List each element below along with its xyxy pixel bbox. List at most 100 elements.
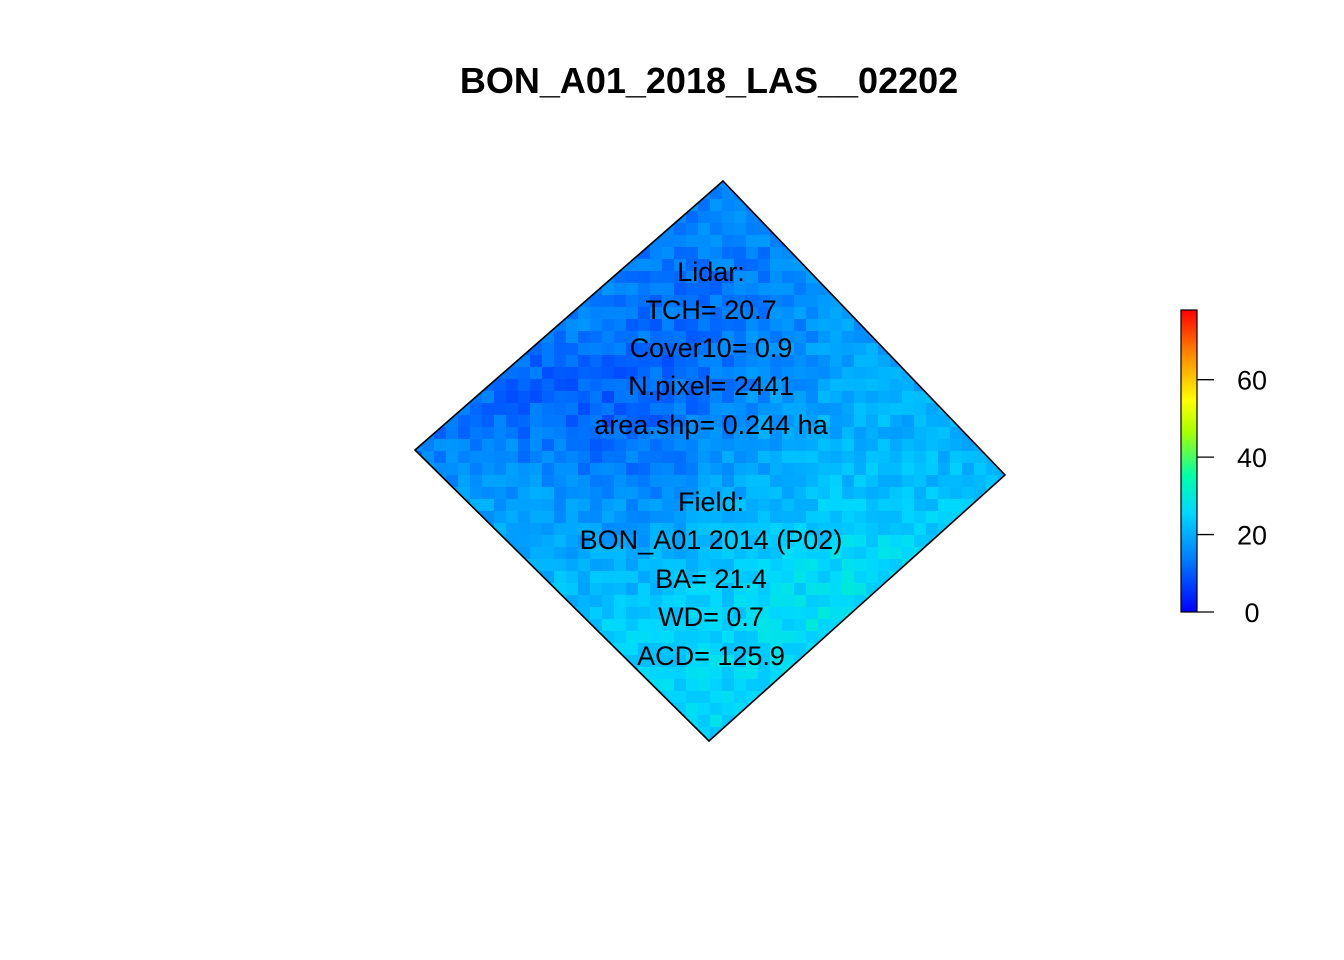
raster-cell (974, 391, 987, 404)
raster-cell (602, 259, 615, 272)
raster-cell (746, 463, 759, 476)
raster-cell (734, 655, 747, 668)
raster-cell (926, 271, 939, 284)
raster-cell (518, 595, 531, 608)
raster-cell (686, 259, 699, 272)
raster-cell (782, 319, 795, 332)
raster-cell (866, 487, 879, 500)
raster-cell (626, 631, 639, 644)
raster-cell (866, 547, 879, 560)
raster-cell (710, 415, 723, 428)
raster-cell (998, 571, 1005, 584)
raster-cell (806, 235, 819, 248)
raster-cell (578, 487, 591, 500)
raster-cell (890, 643, 903, 656)
lidar-heading: Lidar: (677, 257, 745, 287)
raster-cell (614, 211, 627, 224)
raster-cell (602, 703, 615, 716)
raster-cell (734, 439, 747, 452)
raster-cell (494, 643, 507, 656)
raster-cell (806, 571, 819, 584)
raster-cell (782, 475, 795, 488)
raster-cell (638, 727, 651, 740)
raster-cell (470, 259, 483, 272)
raster-cell (770, 511, 783, 524)
raster-cell (518, 247, 531, 260)
raster-cell (758, 667, 771, 680)
raster-cell (494, 619, 507, 632)
raster-cell (530, 259, 543, 272)
raster-cell (638, 583, 651, 596)
raster-cell (446, 427, 459, 440)
raster-cell (566, 187, 579, 200)
raster-cell (914, 547, 927, 560)
raster-cell (854, 655, 867, 668)
raster-cell (722, 307, 735, 320)
raster-cell (578, 439, 591, 452)
raster-cell (806, 631, 819, 644)
legend-tick-label: 40 (1237, 443, 1267, 473)
raster-cell (415, 403, 423, 416)
raster-cell (842, 379, 855, 392)
raster-cell (554, 283, 567, 296)
raster-cell (902, 247, 915, 260)
raster-cell (554, 367, 567, 380)
raster-cell (746, 235, 759, 248)
raster-cell (806, 427, 819, 440)
raster-cell (758, 727, 771, 740)
raster-cell (806, 703, 819, 716)
raster-cell (746, 187, 759, 200)
raster-cell (674, 511, 687, 524)
raster-cell (950, 619, 963, 632)
raster-cell (650, 595, 663, 608)
raster-cell (962, 547, 975, 560)
raster-cell (890, 271, 903, 284)
raster-cell (878, 667, 891, 680)
raster-cell (602, 391, 615, 404)
raster-cell (518, 307, 531, 320)
raster-cell (782, 679, 795, 692)
raster-cell (566, 379, 579, 392)
raster-cell (974, 415, 987, 428)
raster-cell (614, 295, 627, 308)
raster-cell (638, 475, 651, 488)
raster-cell (974, 403, 987, 416)
raster-cell (770, 259, 783, 272)
raster-cell (518, 619, 531, 632)
raster-cell (482, 607, 495, 620)
raster-cell (890, 319, 903, 332)
raster-cell (470, 607, 483, 620)
raster-cell (722, 703, 735, 716)
raster-cell (590, 715, 603, 728)
raster-cell (458, 259, 471, 272)
raster-cell (415, 307, 423, 320)
raster-cell (854, 439, 867, 452)
raster-cell (686, 607, 699, 620)
raster-cell (470, 535, 483, 548)
raster-cell (878, 619, 891, 632)
raster-cell (415, 739, 423, 741)
raster-cell (434, 391, 447, 404)
raster-cell (878, 295, 891, 308)
raster-cell (722, 727, 735, 740)
raster-cell (878, 259, 891, 272)
raster-cell (794, 427, 807, 440)
raster-cell (890, 295, 903, 308)
raster-cell (542, 667, 555, 680)
raster-cell (854, 355, 867, 368)
raster-cell (842, 559, 855, 572)
raster-cell (734, 679, 747, 692)
raster-cell (446, 391, 459, 404)
raster-cell (590, 271, 603, 284)
raster-cell (770, 307, 783, 320)
raster-cell (950, 211, 963, 224)
raster-cell (458, 523, 471, 536)
raster-cell (602, 379, 615, 392)
raster-cell (926, 367, 939, 380)
raster-cell (806, 181, 819, 188)
raster-cell (830, 691, 843, 704)
raster-cell (758, 607, 771, 620)
raster-cell (674, 283, 687, 296)
raster-cell (638, 403, 651, 416)
